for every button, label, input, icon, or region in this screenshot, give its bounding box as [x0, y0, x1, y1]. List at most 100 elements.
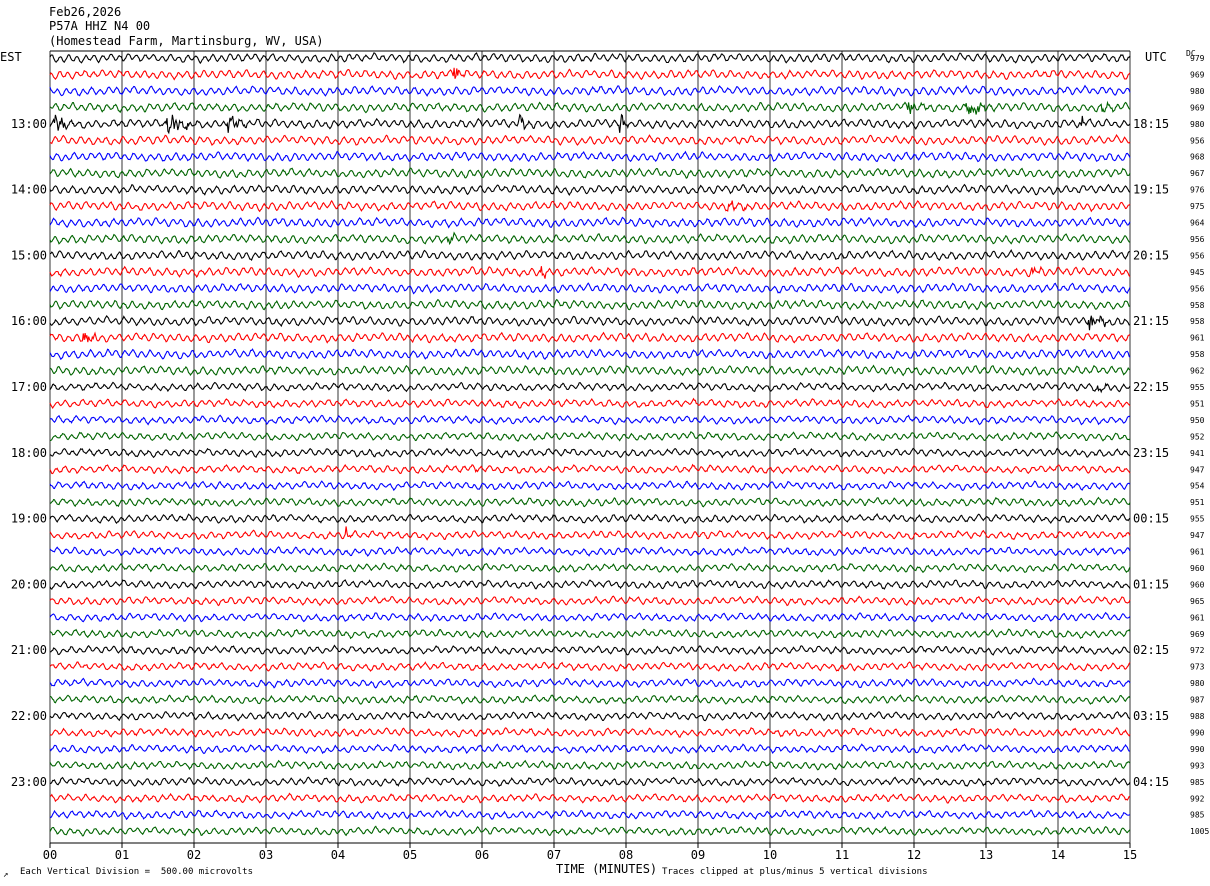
seismic-trace — [49, 100, 1131, 115]
dc-offset-value: 988 — [1190, 712, 1205, 721]
x-axis-title: TIME (MINUTES) — [556, 862, 658, 876]
utc-hour-label: 20:15 — [1133, 248, 1169, 262]
seismic-trace — [49, 727, 1131, 739]
utc-hour-label: 23:15 — [1133, 446, 1169, 460]
x-tick-label: 10 — [763, 848, 777, 862]
utc-hour-label: 22:15 — [1133, 380, 1169, 394]
x-tick-label: 05 — [403, 848, 417, 862]
utc-hour-label: 01:15 — [1133, 577, 1169, 591]
seismic-trace — [49, 825, 1131, 837]
seismic-trace — [49, 167, 1131, 179]
seismic-trace — [49, 562, 1131, 574]
dc-offset-value: 987 — [1190, 696, 1205, 705]
x-tick-label: 02 — [187, 848, 201, 862]
dc-offset-value: 972 — [1190, 646, 1205, 655]
dc-offset-value: 960 — [1190, 580, 1205, 589]
est-hour-label: 18:00 — [11, 446, 47, 460]
dc-offset-value: 979 — [1190, 54, 1205, 63]
est-hour-label: 16:00 — [11, 314, 47, 328]
dc-offset-value: 952 — [1190, 432, 1205, 441]
dc-offset-value: 992 — [1190, 794, 1205, 803]
dc-offset-value: 980 — [1190, 87, 1205, 96]
seismic-trace — [49, 809, 1131, 821]
seismic-trace — [49, 546, 1131, 557]
seismic-trace — [49, 249, 1131, 261]
seismic-trace — [49, 282, 1131, 295]
seismic-trace — [49, 298, 1131, 311]
seismic-trace — [49, 661, 1131, 672]
seismic-trace — [49, 512, 1131, 525]
x-tick-label: 14 — [1051, 848, 1065, 862]
dc-offset-value: 976 — [1190, 186, 1205, 195]
dc-offset-value: 969 — [1190, 103, 1205, 112]
utc-hour-label: 02:15 — [1133, 643, 1169, 657]
x-tick-label: 08 — [619, 848, 633, 862]
clip-note: Traces clipped at plus/minus 5 vertical … — [662, 867, 928, 877]
seismic-trace — [49, 381, 1131, 394]
seismic-trace — [49, 314, 1131, 331]
seismic-trace — [49, 480, 1131, 492]
seismic-trace — [49, 628, 1131, 640]
seismic-trace — [49, 579, 1131, 590]
dc-offset-value: 956 — [1190, 136, 1205, 145]
seismic-trace — [49, 150, 1131, 163]
dc-offset-value: 980 — [1190, 120, 1205, 129]
seismic-trace — [49, 447, 1131, 459]
seismic-trace — [49, 526, 1131, 541]
dc-offset-value: 945 — [1190, 268, 1205, 277]
dc-offset-value: 973 — [1190, 663, 1205, 672]
seismic-trace — [49, 331, 1131, 344]
dc-offset-value: 958 — [1190, 350, 1205, 359]
dc-offset-value: 956 — [1190, 251, 1205, 260]
est-hour-label: 21:00 — [11, 643, 47, 657]
seismic-trace — [49, 463, 1131, 475]
x-tick-label: 01 — [115, 848, 129, 862]
dc-offset-value: 985 — [1190, 778, 1205, 787]
dc-offset-value: 960 — [1190, 564, 1205, 573]
seismic-trace — [49, 199, 1131, 213]
dc-offset-value: 975 — [1190, 202, 1205, 211]
x-tick-label: 03 — [259, 848, 273, 862]
seismic-trace — [49, 776, 1131, 788]
dc-offset-value: 985 — [1190, 811, 1205, 820]
station-label: P57A HHZ N4 00 — [49, 19, 151, 33]
dc-offset-value: 1005 — [1190, 827, 1209, 836]
right-timezone-label: UTC — [1145, 50, 1167, 64]
dc-offset-value: 990 — [1190, 728, 1205, 737]
dc-offset-value: 956 — [1190, 284, 1205, 293]
dc-offset-value: 961 — [1190, 334, 1205, 343]
utc-hour-label: 04:15 — [1133, 775, 1169, 789]
est-hour-label: 23:00 — [11, 775, 47, 789]
x-tick-label: 11 — [835, 848, 849, 862]
est-hour-label: 17:00 — [11, 380, 47, 394]
seismic-trace — [49, 348, 1131, 361]
seismic-trace — [49, 496, 1131, 508]
est-hour-label: 14:00 — [11, 183, 47, 197]
utc-hour-label: 18:15 — [1133, 117, 1169, 131]
x-tick-label: 00 — [43, 848, 57, 862]
seismic-trace — [50, 644, 1131, 656]
seismic-trace — [49, 759, 1131, 771]
dc-offset-value: 969 — [1190, 70, 1205, 79]
dc-offset-value: 962 — [1190, 367, 1205, 376]
x-tick-label: 09 — [691, 848, 705, 862]
est-hour-label: 22:00 — [11, 709, 47, 723]
seismic-trace — [49, 595, 1131, 607]
dc-offset-value: 958 — [1190, 301, 1205, 310]
seismic-trace — [49, 183, 1131, 196]
dc-offset-value: 993 — [1190, 761, 1205, 770]
utc-hour-label: 00:15 — [1133, 512, 1169, 526]
dc-offset-value: 954 — [1190, 482, 1205, 491]
seismic-trace — [49, 430, 1131, 442]
seismic-trace — [49, 84, 1131, 97]
x-tick-label: 07 — [547, 848, 561, 862]
dc-offset-value: 941 — [1190, 449, 1205, 458]
seismic-trace — [49, 67, 1131, 81]
dc-offset-value: 955 — [1190, 515, 1205, 524]
dc-offset-value: 947 — [1190, 465, 1205, 474]
dc-offset-value: 947 — [1190, 531, 1205, 540]
x-tick-label: 06 — [475, 848, 489, 862]
utc-hour-label: 21:15 — [1133, 314, 1169, 328]
seismic-trace — [50, 134, 1131, 146]
